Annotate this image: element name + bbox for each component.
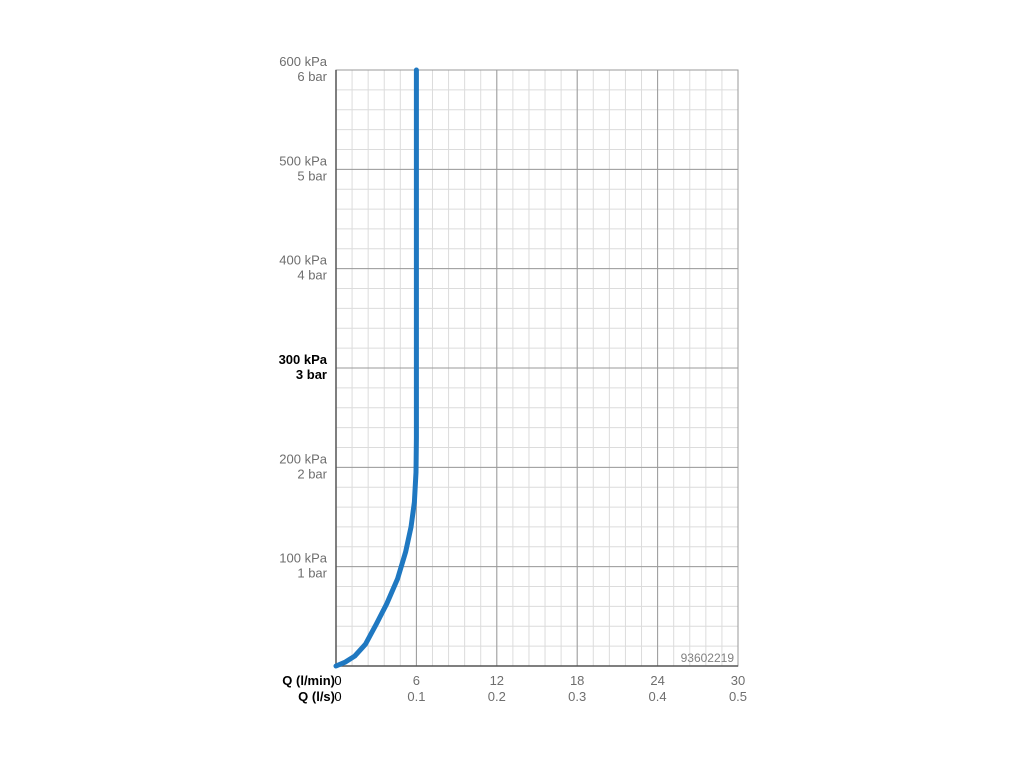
plot-frame: [335, 69, 739, 667]
y-tick-label-secondary: 5 bar: [297, 168, 327, 183]
y-tick-label-secondary: 6 bar: [297, 69, 327, 84]
x-tick-label: 18: [570, 673, 584, 688]
x-tick-label: 24: [650, 673, 664, 688]
chart-code-label: 93602219: [681, 651, 735, 665]
x-tick-label: 6: [413, 673, 420, 688]
y-tick-label-primary: 500 kPa: [279, 153, 327, 168]
y-tick-label-primary: 400 kPa: [279, 253, 327, 268]
series-line: [333, 67, 419, 669]
x-tick-labels: Q (l/min) 0 6 12 18 24 30 Q (l/s) 0 0.1 0.2 0.3 0.4 0…: [282, 673, 747, 704]
y-tick-label-primary: 100 kPa: [279, 551, 327, 566]
y-tick-label-primary: 200 kPa: [279, 451, 327, 466]
x-tick-label: 12: [490, 673, 504, 688]
y-tick-label-primary: 600 kPa: [279, 54, 327, 69]
y-tick-label-secondary: 1 bar: [297, 566, 327, 581]
series-layer: [333, 67, 419, 669]
y-tick-label-secondary: 3 bar: [296, 367, 327, 382]
y-tick-label-secondary: 4 bar: [297, 268, 327, 283]
x-tick-label: 0.5: [729, 689, 747, 704]
x-tick-label: 0: [334, 673, 341, 688]
x-tick-label: 30: [731, 673, 745, 688]
y-tick-label-secondary: 2 bar: [297, 466, 327, 481]
x-tick-label: 0.1: [407, 689, 425, 704]
y-tick-label-primary: 300 kPa: [279, 352, 328, 367]
x-axis-row-title: Q (l/s): [298, 689, 335, 704]
x-axis-row-title: Q (l/min): [282, 673, 335, 688]
x-tick-label: 0: [334, 689, 341, 704]
x-tick-label: 0.3: [568, 689, 586, 704]
x-tick-label: 0.2: [488, 689, 506, 704]
x-tick-label: 0.4: [649, 689, 667, 704]
